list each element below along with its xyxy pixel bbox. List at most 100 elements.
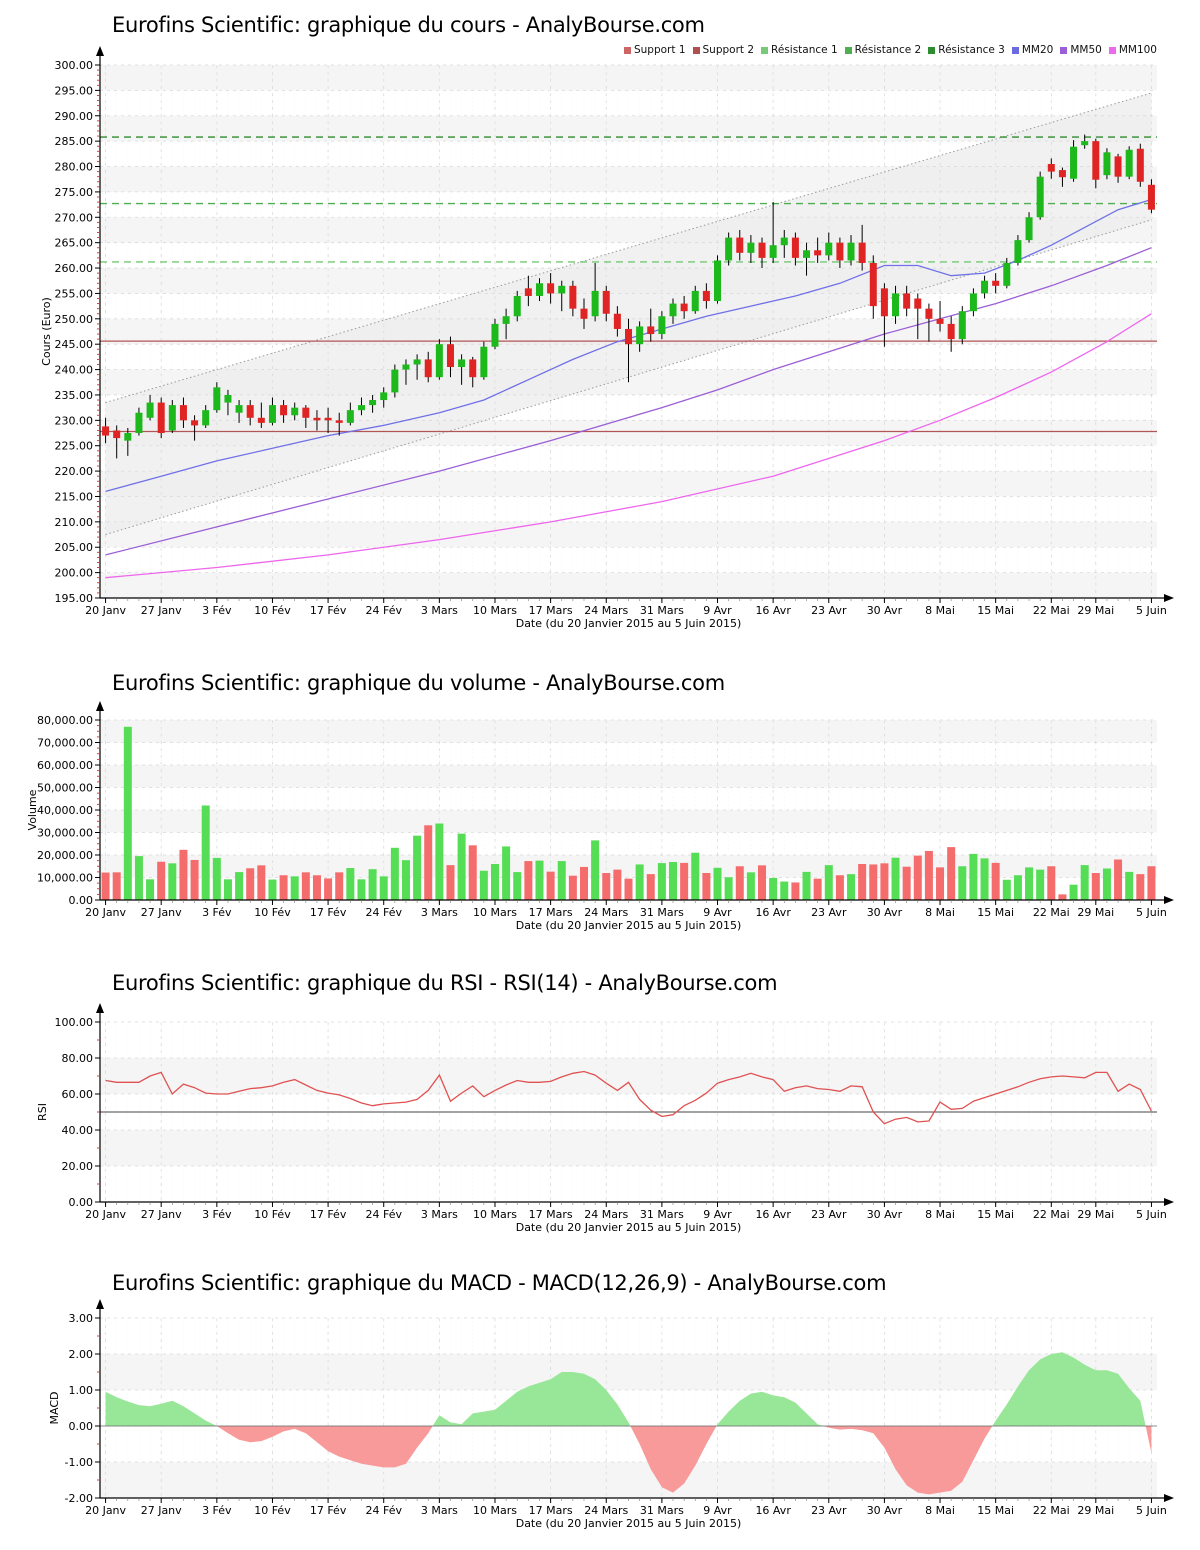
svg-text:-2.00: -2.00: [65, 1492, 93, 1505]
price-plot: 195.00 200.00 205.00 210.00 215.00 220.00 225.…: [40, 46, 1174, 630]
svg-text:0.00: 0.00: [69, 894, 94, 907]
candlestick: [135, 412, 143, 434]
svg-text:245.00: 245.00: [55, 338, 94, 351]
rsi-chart-title: Eurofins Scientific: graphique du RSI - …: [112, 971, 778, 995]
svg-text:29 Mai: 29 Mai: [1077, 604, 1114, 617]
volume-bar: [279, 875, 288, 900]
svg-text:3 Fév: 3 Fév: [202, 1504, 232, 1517]
volume-bar: [324, 878, 333, 900]
candlestick: [157, 402, 165, 434]
svg-text:300.00: 300.00: [55, 59, 94, 72]
volume-bar: [613, 869, 622, 900]
candlestick: [224, 394, 232, 403]
volume-bar: [713, 867, 722, 900]
svg-text:3 Mars: 3 Mars: [421, 906, 458, 919]
volume-bar: [190, 859, 199, 900]
legend-label: Support 1: [633, 44, 686, 56]
volume-bar: [869, 864, 878, 900]
svg-text:22 Mai: 22 Mai: [1033, 906, 1070, 919]
volume-bar: [724, 877, 733, 900]
svg-text:20 Janv: 20 Janv: [85, 906, 126, 919]
candlestick: [769, 245, 777, 258]
legend-item-resistance-2: Résistance 2: [844, 44, 921, 56]
candlestick: [1136, 148, 1144, 182]
candlestick: [880, 288, 888, 317]
svg-text:17 Fév: 17 Fév: [310, 1504, 347, 1517]
legend-swatch: [1060, 46, 1068, 54]
svg-text:24 Mars: 24 Mars: [584, 1208, 628, 1221]
candlestick: [524, 288, 532, 296]
svg-text:Cours (Euro): Cours (Euro): [40, 297, 53, 366]
volume-bar: [602, 873, 611, 900]
svg-text:5 Juin: 5 Juin: [1136, 1504, 1167, 1517]
candlestick: [491, 323, 499, 347]
macd-negative-area: [105, 1426, 1152, 1495]
svg-text:60.00: 60.00: [62, 1088, 94, 1101]
candlestick: [992, 280, 1000, 286]
volume-bar: [746, 872, 755, 900]
volume-bar: [913, 855, 922, 900]
volume-bar: [1047, 866, 1056, 900]
svg-text:1.00: 1.00: [69, 1384, 94, 1397]
svg-text:80,000.00: 80,000.00: [37, 714, 93, 727]
svg-text:24 Fév: 24 Fév: [365, 1208, 402, 1221]
candlestick: [380, 392, 388, 401]
volume-bar: [357, 879, 366, 900]
candlestick: [391, 369, 399, 393]
candlestick: [124, 433, 132, 441]
svg-text:240.00: 240.00: [55, 364, 94, 377]
volume-bar: [179, 849, 188, 900]
volume-plot: 0.00 10,000.00 20,000.00 30,000.00 40,000.00…: [26, 701, 1174, 932]
volume-bar: [257, 865, 266, 900]
volume-bar: [502, 846, 511, 900]
volume-bar: [312, 875, 321, 900]
svg-text:8 Mai: 8 Mai: [925, 906, 955, 919]
svg-text:5 Juin: 5 Juin: [1136, 1208, 1167, 1221]
svg-text:5 Juin: 5 Juin: [1136, 604, 1167, 617]
volume-bar: [824, 865, 833, 900]
volume-bar: [524, 861, 533, 900]
volume-bar: [568, 875, 577, 900]
volume-bar: [401, 860, 410, 900]
svg-text:24 Fév: 24 Fév: [365, 1504, 402, 1517]
svg-text:195.00: 195.00: [55, 592, 94, 605]
svg-text:20 Janv: 20 Janv: [85, 1504, 126, 1517]
candlestick: [458, 359, 466, 368]
svg-text:23 Avr: 23 Avr: [811, 906, 847, 919]
volume-bar: [858, 864, 867, 900]
legend-item-resistance-3: Résistance 3: [928, 44, 1005, 56]
svg-text:3 Mars: 3 Mars: [421, 1208, 458, 1221]
svg-text:22 Mai: 22 Mai: [1033, 1504, 1070, 1517]
svg-text:17 Fév: 17 Fév: [310, 604, 347, 617]
svg-text:16 Avr: 16 Avr: [755, 604, 791, 617]
candlestick: [102, 426, 110, 436]
candlestick: [502, 316, 510, 324]
volume-bar: [624, 878, 633, 900]
svg-text:Date (du 20 Janvier 2015 au 5: Date (du 20 Janvier 2015 au 5 Juin 2015): [516, 1221, 742, 1234]
candlestick: [869, 262, 877, 307]
svg-text:10 Mars: 10 Mars: [473, 1504, 517, 1517]
candlestick: [268, 405, 276, 423]
svg-text:3 Fév: 3 Fév: [202, 906, 232, 919]
svg-text:30,000.00: 30,000.00: [37, 827, 93, 840]
legend-label: MM100: [1118, 44, 1157, 56]
svg-text:3 Mars: 3 Mars: [421, 1504, 458, 1517]
volume-bar: [735, 866, 744, 900]
candlestick: [613, 313, 621, 329]
candlestick: [803, 250, 811, 258]
svg-text:24 Fév: 24 Fév: [365, 604, 402, 617]
candlestick: [280, 405, 288, 416]
svg-text:Date (du 20 Janvier 2015 au 5: Date (du 20 Janvier 2015 au 5 Juin 2015): [516, 1517, 742, 1530]
volume-bar: [557, 861, 566, 900]
svg-text:10 Mars: 10 Mars: [473, 1208, 517, 1221]
candlestick: [1125, 149, 1133, 177]
candlestick: [424, 359, 432, 378]
svg-text:3.00: 3.00: [69, 1312, 94, 1325]
candlestick: [1036, 176, 1044, 218]
candlestick: [324, 417, 332, 421]
volume-bar: [246, 868, 255, 900]
candlestick: [981, 280, 989, 294]
svg-text:RSI: RSI: [36, 1103, 49, 1121]
